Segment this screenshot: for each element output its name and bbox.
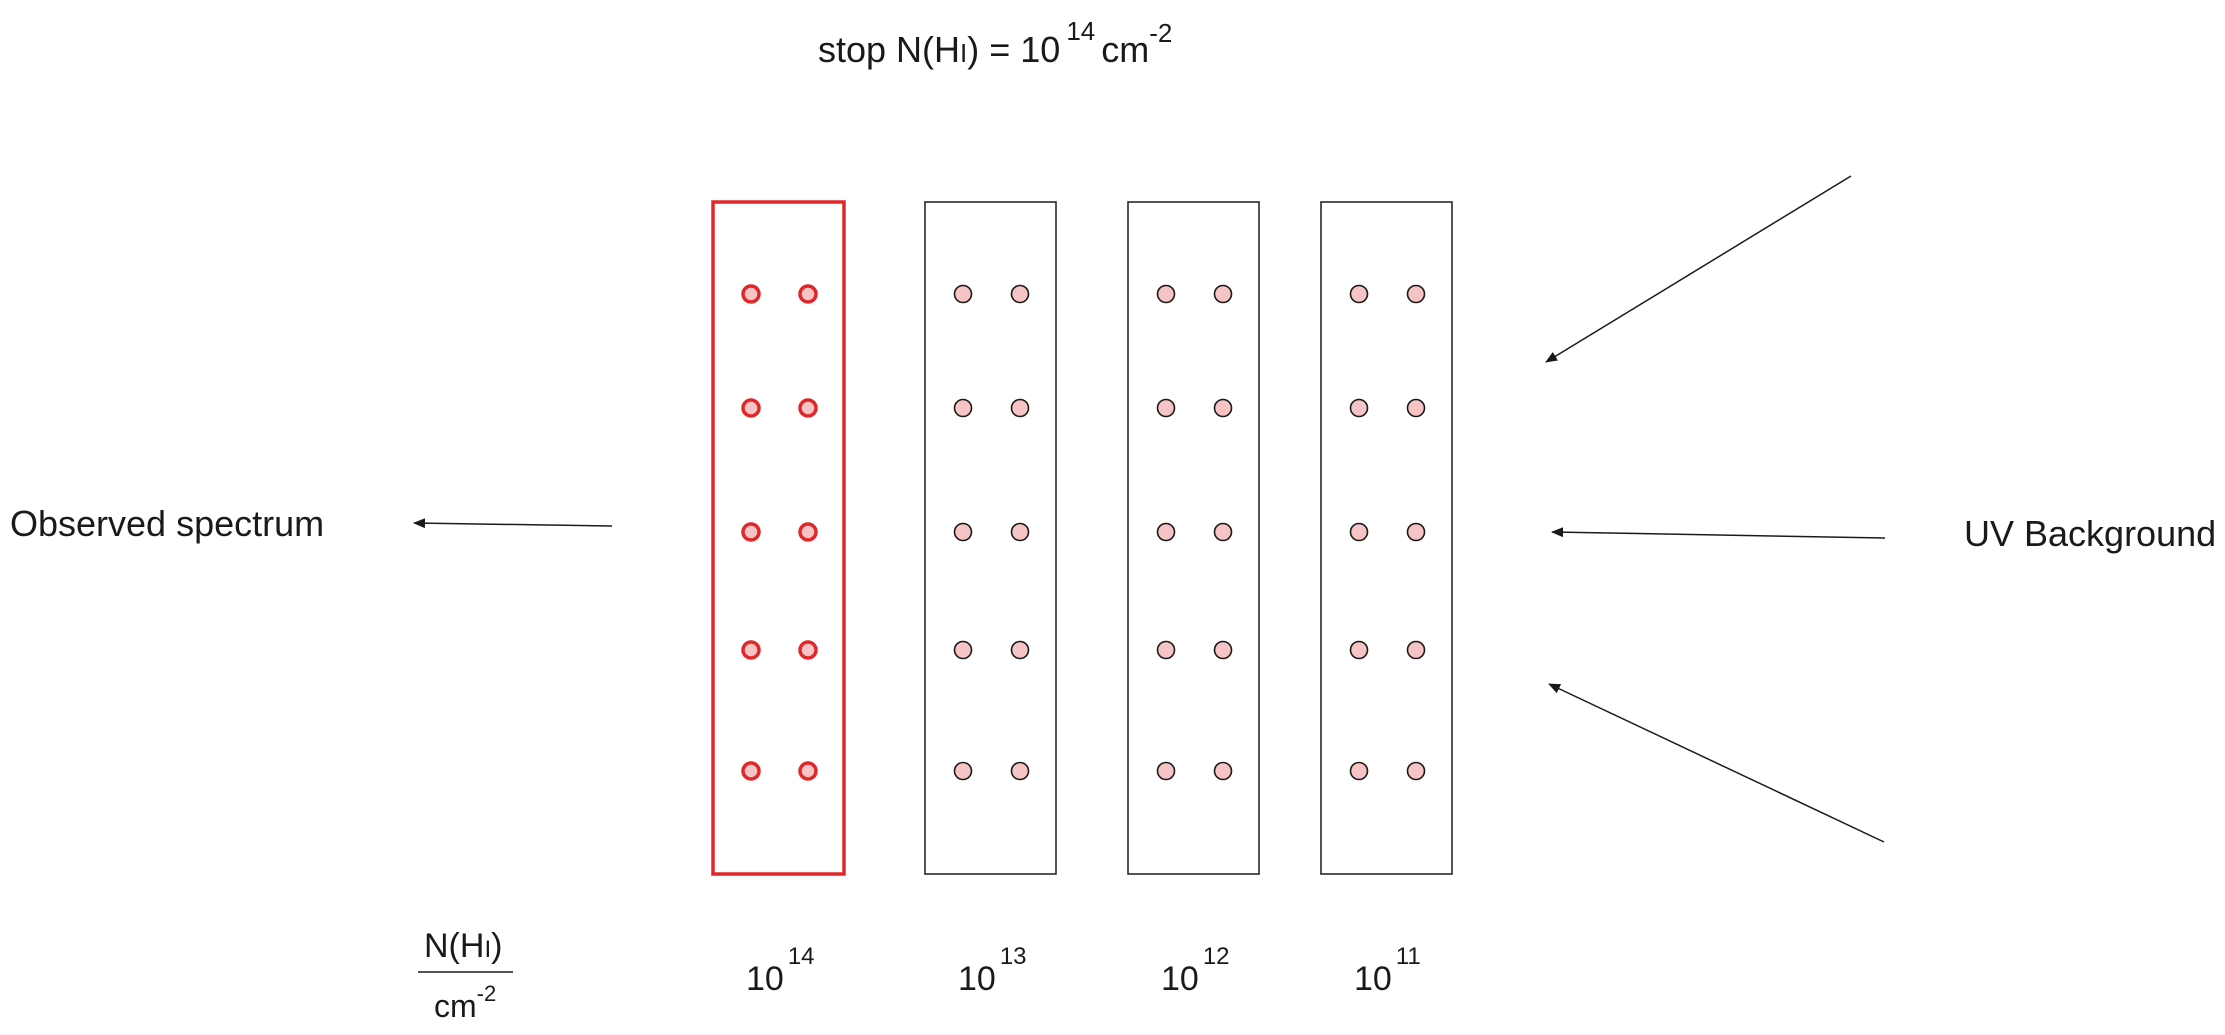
slab-3-dot <box>1213 640 1233 660</box>
slab-3-dot <box>1156 522 1176 542</box>
slab-2-dot <box>1010 284 1030 304</box>
slab-3-dot <box>1156 640 1176 660</box>
slab-4-dot <box>1406 398 1426 418</box>
slab-2-dot <box>953 640 973 660</box>
slab-2-dot <box>953 284 973 304</box>
slab-2-dot <box>953 522 973 542</box>
slab-4-dot <box>1406 284 1426 304</box>
observed-spectrum-arrow <box>413 518 613 529</box>
title-middle: ) = 10 <box>967 29 1060 70</box>
slab-4-label-exponent: 11 <box>1396 943 1421 970</box>
slab-3-column-density-label: 1012 <box>1161 943 1230 998</box>
slab-4-column-density-label: 1011 <box>1354 943 1421 998</box>
axis-label-denominator: cm-2 <box>434 981 496 1024</box>
slab-1-dot <box>798 284 818 304</box>
diagram-title: stop N(HI) = 10 14 cm-2 <box>818 16 1172 70</box>
axis-numerator-ion: I <box>484 936 491 963</box>
uv-arrow-lower <box>1548 683 1885 843</box>
slab-4-dot <box>1349 522 1369 542</box>
slab-1-dot <box>741 284 761 304</box>
slab-2-dot <box>1010 761 1030 781</box>
axis-label-numerator: N(HI) <box>424 927 502 965</box>
slab-1-dot <box>798 640 818 660</box>
uv-background-label: UV Background <box>1964 513 2216 554</box>
title-prefix: stop N(H <box>818 29 960 70</box>
axis-denominator-exponent: -2 <box>477 981 497 1006</box>
slab-3-label-exponent: 12 <box>1203 943 1230 970</box>
slab-3 <box>1127 201 1260 875</box>
slab-4-dot <box>1406 761 1426 781</box>
uv-arrow-upper <box>1545 175 1852 363</box>
slab-2-label-base: 10 <box>958 960 996 998</box>
slab-3-dot <box>1156 398 1176 418</box>
slab-3-dot <box>1156 284 1176 304</box>
slab-4-dot <box>1349 398 1369 418</box>
title-exponent: 14 <box>1066 16 1095 46</box>
slab-4-dot <box>1406 522 1426 542</box>
observed-spectrum-label: Observed spectrum <box>10 503 324 544</box>
slab-1-dot <box>798 522 818 542</box>
slab-2 <box>924 201 1057 875</box>
slab-4-dot <box>1349 284 1369 304</box>
slab-3-dot <box>1213 284 1233 304</box>
slab-3-dot <box>1213 522 1233 542</box>
slab-4-dot <box>1406 640 1426 660</box>
slab-3-dot <box>1213 398 1233 418</box>
slab-2-dot <box>1010 522 1030 542</box>
slab-1-dot <box>798 398 818 418</box>
slab-2-dot <box>1010 640 1030 660</box>
slab-4-dot <box>1349 640 1369 660</box>
slab-1-dot <box>741 522 761 542</box>
slab-1-dot <box>798 761 818 781</box>
slab-3-dot <box>1156 761 1176 781</box>
slab-2-column-density-label: 1013 <box>958 943 1027 998</box>
slab-4 <box>1320 201 1453 875</box>
axis-numerator-suffix: ) <box>491 927 502 965</box>
axis-denominator-unit: cm <box>434 988 477 1024</box>
slab-2-dot <box>953 398 973 418</box>
slab-1-dot <box>741 761 761 781</box>
slab-4-label-base: 10 <box>1354 960 1392 998</box>
slab-1-label-exponent: 14 <box>788 943 815 970</box>
title-ion: I <box>960 38 967 68</box>
slab-1-dot <box>741 640 761 660</box>
uv-arrow-middle <box>1551 527 1886 539</box>
axis-numerator-prefix: N(H <box>424 927 484 965</box>
slab-4-dot <box>1349 761 1369 781</box>
slab-1 <box>711 200 846 876</box>
slab-1-column-density-label: 1014 <box>746 943 815 998</box>
slab-2-dot <box>953 761 973 781</box>
title-unit: cm <box>1101 29 1149 70</box>
slab-3-dot <box>1213 761 1233 781</box>
slab-2-label-exponent: 13 <box>1000 943 1027 970</box>
slab-3-label-base: 10 <box>1161 960 1199 998</box>
slab-1-dot <box>741 398 761 418</box>
slab-1-label-base: 10 <box>746 960 784 998</box>
slab-2-dot <box>1010 398 1030 418</box>
title-unit-exponent: -2 <box>1149 18 1172 48</box>
